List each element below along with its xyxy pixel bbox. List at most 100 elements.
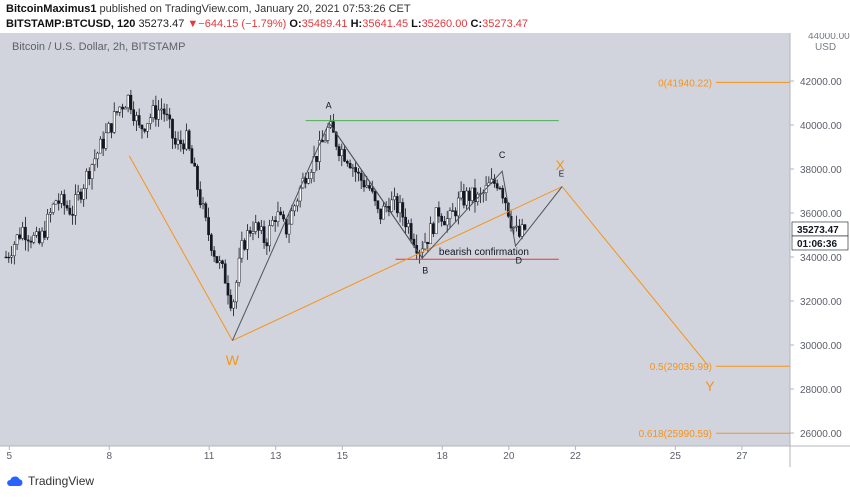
last-price: 35273.47 <box>138 18 185 30</box>
candle-body <box>223 263 227 284</box>
candle-body <box>254 222 258 232</box>
candle-body <box>348 162 352 169</box>
point-label-a: A <box>326 101 332 111</box>
candle-body <box>390 199 394 212</box>
candle-body <box>187 130 191 149</box>
candle-body <box>54 200 58 205</box>
candle-body <box>173 138 177 145</box>
candle-body <box>7 256 11 259</box>
triangle-leg <box>328 122 423 259</box>
candle-body <box>273 220 277 222</box>
tradingview-logo[interactable]: TradingView <box>6 474 94 488</box>
candle-body <box>515 225 518 228</box>
candle-body <box>495 183 499 189</box>
candle-body <box>454 210 457 217</box>
candle-body <box>29 240 33 243</box>
candle-body <box>143 128 147 132</box>
candle-body <box>226 283 230 296</box>
candle-body <box>37 231 41 244</box>
candle-body <box>179 139 183 144</box>
candle-body <box>40 230 44 244</box>
chart-title: Bitcoin / U.S. Dollar, 2h, BITSTAMP <box>12 41 185 53</box>
time-tick-label: 15 <box>337 451 349 462</box>
candle-body <box>443 221 446 226</box>
price-tick-label: 40000.00 <box>800 121 842 132</box>
fib-level-label: 0.5(29035.99) <box>650 362 712 373</box>
candle-body <box>432 223 435 235</box>
candle-body <box>470 187 474 201</box>
candle-body <box>459 191 463 199</box>
candle-body <box>207 217 210 236</box>
price-tick-label: 32000.00 <box>800 297 842 308</box>
candle-body <box>434 207 438 235</box>
candle-body <box>57 200 61 204</box>
candle-body <box>76 191 80 195</box>
candle-body <box>243 240 247 250</box>
price-tick-label: 38000.00 <box>800 165 842 176</box>
price-chart[interactable]: Bitcoin / U.S. Dollar, 2h, BITSTAMP 4400… <box>0 33 850 467</box>
time-tick-label: 11 <box>204 451 215 462</box>
candle-body <box>137 115 141 126</box>
candle-body <box>107 123 111 134</box>
candle-body <box>51 203 55 213</box>
candle-body <box>307 178 310 184</box>
low-value: 35260.00 <box>421 18 468 30</box>
candle-body <box>190 148 194 164</box>
candle-body <box>198 189 202 206</box>
candle-body <box>351 167 355 169</box>
candle-body <box>326 127 330 141</box>
symbol-label: BITSTAMP:BTCUSD, 120 <box>6 18 136 30</box>
candle-body <box>271 220 274 226</box>
candle-body <box>265 242 269 247</box>
publish-header: BitcoinMaximus1 published on TradingView… <box>6 3 411 15</box>
candle-body <box>451 210 455 212</box>
candle-body <box>520 224 524 237</box>
candle-body <box>46 213 49 238</box>
candle-body <box>193 162 197 167</box>
candle-body <box>251 231 255 234</box>
candle-body <box>359 173 363 181</box>
candle-body <box>259 226 263 231</box>
candle-body <box>185 130 188 150</box>
candle-body <box>215 256 219 264</box>
price-tick-label: 30000.00 <box>800 341 842 352</box>
candle-body <box>171 118 174 139</box>
high-value: 35641.45 <box>362 18 409 30</box>
candle-body <box>132 109 136 122</box>
candle-body <box>398 202 402 214</box>
plot-area[interactable] <box>0 33 790 446</box>
candle-body <box>104 132 108 149</box>
author-name[interactable]: BitcoinMaximus1 <box>6 3 97 15</box>
candle-body <box>148 117 152 124</box>
candle-body <box>357 171 360 174</box>
candle-body <box>96 152 99 160</box>
candle-body <box>90 164 94 180</box>
candle-body <box>448 210 452 219</box>
candle-body <box>240 240 244 259</box>
candle-body <box>262 226 266 243</box>
candle-body <box>129 94 133 110</box>
candle-body <box>123 107 127 110</box>
candle-body <box>112 111 116 133</box>
price-tick-label: 26000.00 <box>800 429 842 440</box>
candle-body <box>232 301 235 309</box>
price-tick-label: 36000.00 <box>800 209 842 220</box>
candle-body <box>43 230 47 238</box>
close-value: 35273.47 <box>482 18 529 30</box>
candle-body <box>218 260 222 264</box>
candle-body <box>204 203 208 218</box>
candle-body <box>140 124 144 130</box>
wave-label-x: X <box>555 157 565 173</box>
candle-body <box>162 108 166 115</box>
candle-body <box>65 205 69 209</box>
candlestick-series <box>4 89 527 317</box>
candle-body <box>4 256 8 259</box>
candle-body <box>246 230 249 250</box>
candle-body <box>99 138 102 154</box>
candle-body <box>362 180 366 188</box>
candle-body <box>404 216 407 228</box>
candle-body <box>373 191 377 202</box>
candle-body <box>15 234 19 245</box>
candle-body <box>407 223 410 228</box>
candle-body <box>237 257 241 283</box>
